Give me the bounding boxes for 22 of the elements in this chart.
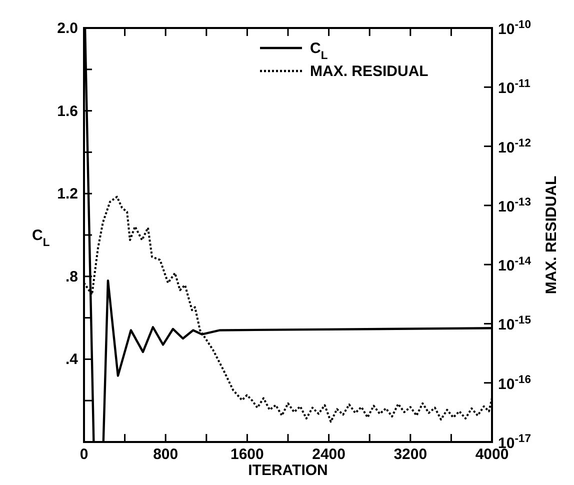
y-tick-label: .4 (65, 351, 79, 368)
legend-label: C$_{L}$ (310, 40, 328, 62)
y-tick-label: 1.6 (57, 102, 78, 120)
y-tick-label: .8 (65, 268, 78, 286)
y2-tick-label: 10$^{-10}$ (498, 19, 531, 38)
y-tick-label: 1.2 (57, 186, 78, 203)
y2-axis-title: MAX. RESIDUAL (543, 176, 560, 294)
x-tick-label: 0 (80, 446, 88, 463)
y-axis-title: C$_{L}$ (32, 227, 50, 249)
y2-tick-label: 10$^{-11}$ (498, 78, 530, 98)
y2-tick-label: 10$^{-12}$ (498, 137, 531, 156)
x-tick-label: 2400 (312, 446, 346, 463)
y-tick-label: 2.0 (57, 20, 78, 37)
legend-label: MAX. RESIDUAL (310, 63, 428, 80)
y2-tick-label: 10$^{-16}$ (498, 374, 531, 393)
x-axis-title: ITERATION (248, 462, 328, 479)
x-tick-label: 800 (153, 446, 178, 463)
x-tick-label: 1600 (230, 446, 264, 463)
x-tick-label: 3200 (394, 446, 428, 463)
y2-tick-label: 10$^{-13}$ (498, 196, 531, 216)
y2-tick-label: 10$^{-15}$ (498, 314, 531, 334)
y2-tick-label: 10$^{-14}$ (498, 256, 532, 275)
